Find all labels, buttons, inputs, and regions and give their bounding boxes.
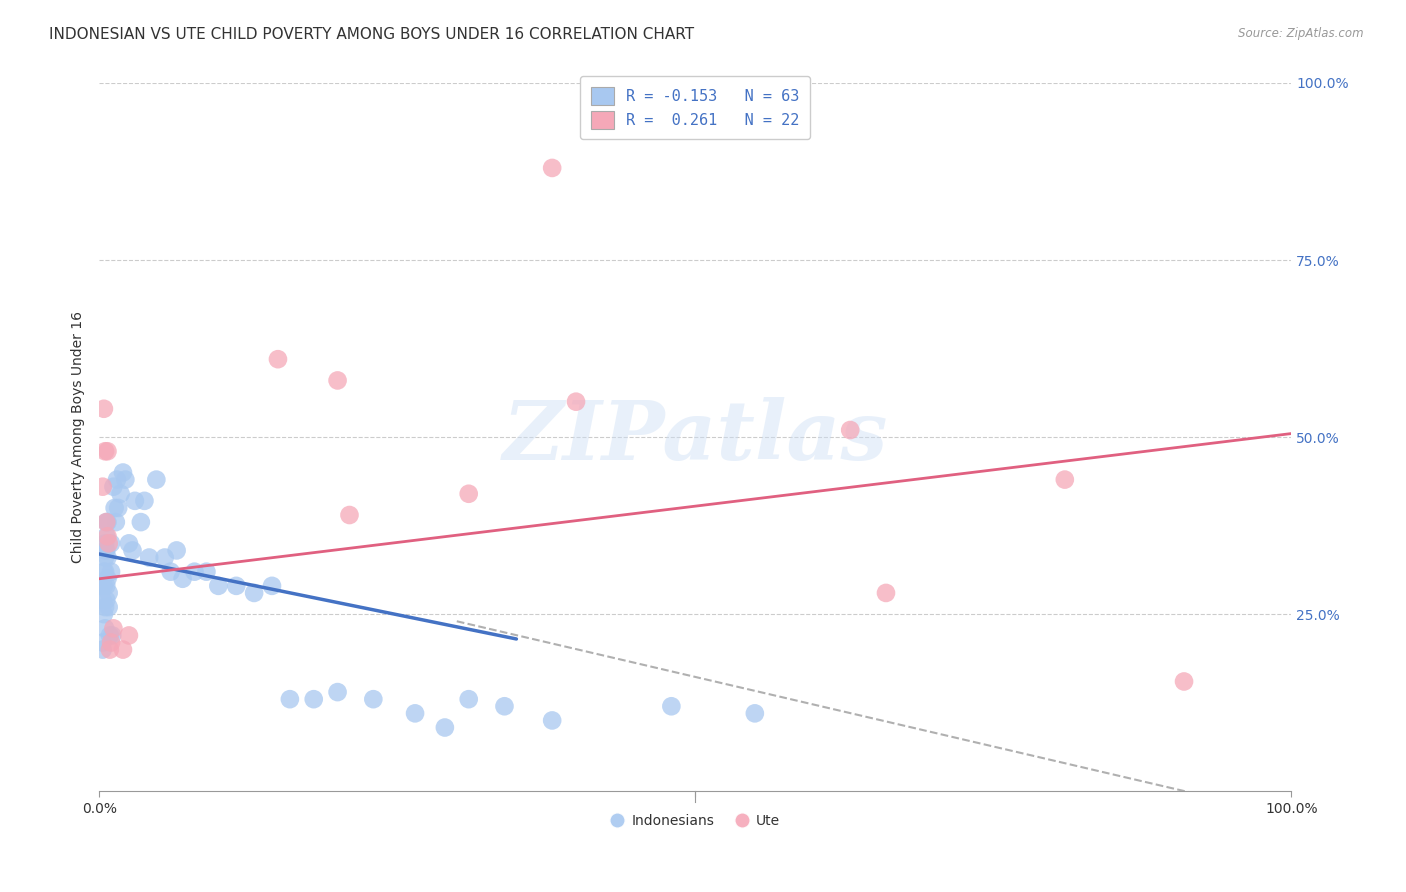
Point	[111, 642, 134, 657]
Point	[101, 628, 124, 642]
Text: INDONESIAN VS UTE CHILD POVERTY AMONG BOYS UNDER 16 CORRELATION CHART: INDONESIAN VS UTE CHILD POVERTY AMONG BO…	[49, 27, 695, 42]
Point	[457, 487, 479, 501]
Point	[96, 543, 118, 558]
Point	[121, 543, 143, 558]
Point	[166, 543, 188, 558]
Point	[278, 692, 301, 706]
Point	[96, 593, 118, 607]
Point	[172, 572, 194, 586]
Point	[94, 550, 117, 565]
Point	[153, 550, 176, 565]
Point	[94, 536, 117, 550]
Point	[91, 480, 114, 494]
Point	[138, 550, 160, 565]
Point	[744, 706, 766, 721]
Point	[134, 493, 156, 508]
Point	[183, 565, 205, 579]
Point	[96, 444, 118, 458]
Point	[91, 642, 114, 657]
Point	[91, 593, 114, 607]
Point	[96, 550, 118, 565]
Point	[195, 565, 218, 579]
Point	[94, 600, 117, 615]
Point	[100, 536, 122, 550]
Point	[326, 373, 349, 387]
Point	[145, 473, 167, 487]
Point	[96, 529, 118, 543]
Point	[107, 500, 129, 515]
Point	[96, 515, 118, 529]
Point	[339, 508, 361, 522]
Point	[100, 635, 122, 649]
Point	[661, 699, 683, 714]
Point	[97, 536, 120, 550]
Point	[90, 579, 112, 593]
Point	[98, 642, 121, 657]
Point	[93, 579, 115, 593]
Point	[129, 515, 152, 529]
Point	[565, 394, 588, 409]
Point	[207, 579, 229, 593]
Point	[243, 586, 266, 600]
Point	[302, 692, 325, 706]
Point	[96, 572, 118, 586]
Text: ZIPatlas: ZIPatlas	[502, 397, 889, 477]
Point	[96, 515, 118, 529]
Point	[541, 714, 564, 728]
Point	[1053, 473, 1076, 487]
Point	[110, 487, 132, 501]
Point	[404, 706, 426, 721]
Point	[94, 565, 117, 579]
Point	[96, 529, 118, 543]
Point	[433, 721, 456, 735]
Point	[260, 579, 283, 593]
Point	[98, 628, 121, 642]
Point	[541, 161, 564, 175]
Point	[97, 586, 120, 600]
Point	[494, 699, 516, 714]
Point	[94, 444, 117, 458]
Point	[118, 536, 141, 550]
Point	[118, 628, 141, 642]
Point	[363, 692, 385, 706]
Point	[103, 621, 125, 635]
Point	[93, 565, 115, 579]
Point	[159, 565, 181, 579]
Point	[124, 493, 146, 508]
Point	[93, 607, 115, 622]
Point	[111, 466, 134, 480]
Point	[96, 579, 118, 593]
Text: Source: ZipAtlas.com: Source: ZipAtlas.com	[1239, 27, 1364, 40]
Point	[875, 586, 897, 600]
Point	[94, 543, 117, 558]
Point	[457, 692, 479, 706]
Point	[104, 500, 127, 515]
Point	[100, 565, 122, 579]
Legend: Indonesians, Ute: Indonesians, Ute	[605, 809, 786, 834]
Point	[94, 621, 117, 635]
Point	[97, 600, 120, 615]
Point	[91, 635, 114, 649]
Y-axis label: Child Poverty Among Boys Under 16: Child Poverty Among Boys Under 16	[72, 311, 86, 563]
Point	[96, 515, 118, 529]
Point	[114, 473, 136, 487]
Point	[103, 480, 125, 494]
Point	[104, 515, 127, 529]
Point	[1173, 674, 1195, 689]
Point	[267, 352, 290, 367]
Point	[839, 423, 862, 437]
Point	[105, 473, 128, 487]
Point	[225, 579, 247, 593]
Point	[93, 401, 115, 416]
Point	[326, 685, 349, 699]
